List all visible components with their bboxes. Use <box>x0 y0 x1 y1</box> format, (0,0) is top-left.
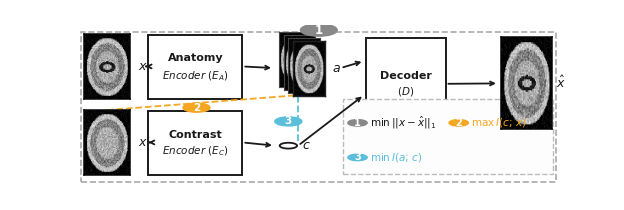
Text: Encoder $(E_A)$: Encoder $(E_A)$ <box>162 69 228 83</box>
FancyBboxPatch shape <box>343 99 553 174</box>
Text: Anatomy: Anatomy <box>167 53 223 63</box>
Text: Encoder $(E_C)$: Encoder $(E_C)$ <box>162 144 228 158</box>
Text: Decoder: Decoder <box>379 71 432 81</box>
Circle shape <box>348 120 367 126</box>
Text: $\max\,I(c;\,x)$: $\max\,I(c;\,x)$ <box>470 116 527 129</box>
Text: $\hat{x}$: $\hat{x}$ <box>556 75 565 91</box>
Circle shape <box>348 154 367 161</box>
Text: 3: 3 <box>354 152 361 162</box>
Circle shape <box>449 120 469 126</box>
Text: $\min\,I(a;\,c)$: $\min\,I(a;\,c)$ <box>369 151 422 164</box>
Circle shape <box>280 143 297 149</box>
FancyBboxPatch shape <box>366 38 446 130</box>
Text: $x$: $x$ <box>139 60 149 73</box>
Text: $(D)$: $(D)$ <box>397 85 414 98</box>
Text: 2: 2 <box>193 103 200 113</box>
Text: 3: 3 <box>285 116 292 126</box>
Circle shape <box>183 103 210 112</box>
Text: 1: 1 <box>314 24 323 37</box>
Text: $x'$: $x'$ <box>139 135 151 150</box>
Text: $\min\,||x-\hat{x}||_1$: $\min\,||x-\hat{x}||_1$ <box>369 115 436 131</box>
FancyBboxPatch shape <box>148 35 242 99</box>
Text: $a$: $a$ <box>332 62 341 75</box>
Circle shape <box>301 24 337 36</box>
Text: $c$: $c$ <box>302 139 311 152</box>
FancyBboxPatch shape <box>148 111 242 175</box>
Circle shape <box>275 117 302 126</box>
Text: Contrast: Contrast <box>168 130 222 140</box>
Text: 2: 2 <box>456 118 462 128</box>
Text: 1: 1 <box>354 118 361 128</box>
